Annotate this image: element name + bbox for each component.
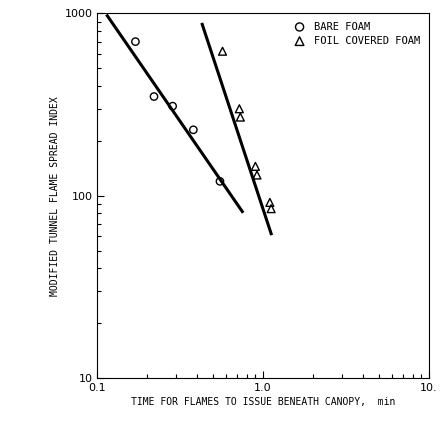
Y-axis label: MODIFIED TUNNEL FLAME SPREAD INDEX: MODIFIED TUNNEL FLAME SPREAD INDEX bbox=[50, 96, 60, 295]
BARE FOAM bbox=[169, 103, 176, 110]
BARE FOAM bbox=[132, 38, 139, 45]
FOIL COVERED FOAM bbox=[237, 113, 244, 121]
BARE FOAM bbox=[190, 126, 197, 134]
Legend: BARE FOAM, FOIL COVERED FOAM: BARE FOAM, FOIL COVERED FOAM bbox=[286, 19, 423, 49]
FOIL COVERED FOAM bbox=[236, 105, 243, 112]
FOIL COVERED FOAM bbox=[267, 205, 274, 212]
X-axis label: TIME FOR FLAMES TO ISSUE BENEATH CANOPY,  min: TIME FOR FLAMES TO ISSUE BENEATH CANOPY,… bbox=[131, 397, 395, 407]
BARE FOAM bbox=[217, 178, 224, 185]
FOIL COVERED FOAM bbox=[253, 171, 260, 178]
BARE FOAM bbox=[150, 93, 157, 100]
FOIL COVERED FOAM bbox=[252, 163, 259, 170]
FOIL COVERED FOAM bbox=[267, 199, 274, 206]
FOIL COVERED FOAM bbox=[219, 48, 226, 55]
